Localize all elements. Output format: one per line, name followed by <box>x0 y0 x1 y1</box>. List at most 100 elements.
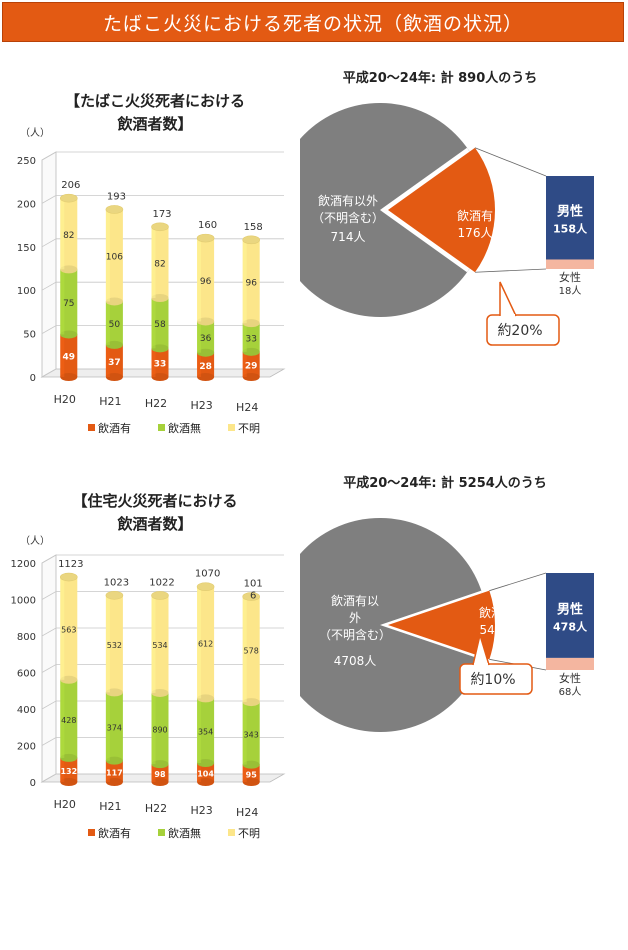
bar-segment-highlight <box>242 702 247 765</box>
legend-swatch <box>228 424 235 431</box>
bar-segment <box>242 764 260 786</box>
bar-segment-highlight <box>151 226 156 299</box>
bar-segment-body <box>197 321 215 353</box>
legend-label: 不明 <box>238 827 260 840</box>
bar-segment-highlight <box>105 692 110 761</box>
bar-segment-body <box>151 764 169 782</box>
y-tick-label: 250 <box>17 156 36 167</box>
x-tick-label: H22 <box>145 397 167 410</box>
bar-segment-highlight <box>242 596 247 703</box>
data-label: 82 <box>63 231 74 241</box>
pie-slice-value: 176人 <box>458 226 493 240</box>
bar-segment-highlight <box>197 321 202 353</box>
data-label: 95 <box>246 770 258 779</box>
bar-top-cap <box>60 572 78 582</box>
callout-mask <box>474 663 488 666</box>
bar-segment-body <box>151 348 169 377</box>
bar-segment-highlight <box>197 698 202 764</box>
bar-segment-bottom <box>242 698 260 707</box>
y-tick-label: 1200 <box>11 559 36 570</box>
data-label: 96 <box>245 279 257 289</box>
grid-line <box>41 195 284 204</box>
bar-segment <box>105 344 123 381</box>
legend-label: 飲酒有 <box>98 421 131 435</box>
bar-top-cap <box>196 582 215 592</box>
bar-segment-bottom <box>60 675 78 684</box>
total-label: 160 <box>198 220 217 231</box>
data-label: 36 <box>200 334 212 344</box>
bar-top-cap <box>60 193 78 203</box>
breakdown-label: 女性 <box>559 671 581 685</box>
bar-segment-bottom <box>60 373 78 381</box>
bar-segment <box>242 351 260 381</box>
connector-line <box>489 572 547 592</box>
bar-segment <box>197 763 215 786</box>
bar-segment-highlight <box>60 757 65 782</box>
data-label: 354 <box>198 728 213 737</box>
bar-segment-body <box>60 198 78 270</box>
bar-segment <box>60 679 78 762</box>
x-tick-label: H20 <box>54 798 76 811</box>
bar-segment-bottom <box>151 778 169 786</box>
bar-segment-bottom <box>197 317 215 326</box>
bar-segment-bottom <box>60 753 78 762</box>
y-axis-unit: （人） <box>20 535 50 547</box>
bar-segment-highlight <box>151 764 156 782</box>
bar-segment <box>151 226 169 303</box>
bar-segment-bottom <box>242 347 260 356</box>
chart-title: 【たばこ火災死者における飲酒者数】 <box>65 92 245 133</box>
bar-segment-highlight <box>105 209 110 302</box>
bar-segment <box>197 586 215 703</box>
x-tick-label: H23 <box>190 804 212 817</box>
total-label: 1070 <box>195 569 220 580</box>
bar-segment-body <box>60 679 78 758</box>
connector-line <box>474 268 547 273</box>
bar-segment <box>105 760 123 786</box>
total-label: 101 6 <box>244 579 263 602</box>
breakdown-label: 女性 <box>559 270 581 284</box>
bar-segment <box>151 298 169 353</box>
callout-box <box>459 663 533 695</box>
y-tick-label: 1000 <box>11 596 36 607</box>
data-label: 532 <box>107 641 122 650</box>
bar-segment-bottom <box>60 778 78 786</box>
legend-swatch <box>158 829 165 836</box>
bar-segment-body <box>151 298 169 349</box>
pie-slice-value: 4708人 <box>334 654 377 668</box>
total-label: 158 <box>244 222 263 233</box>
breakdown-value: 478人 <box>553 619 588 633</box>
breakdown-value: 158人 <box>553 222 588 236</box>
callout-pointer <box>499 281 517 317</box>
bar-segment-bottom <box>242 760 260 769</box>
breakdown-bar-female <box>546 657 594 670</box>
data-label: 534 <box>152 641 167 650</box>
total-label: 206 <box>61 180 80 191</box>
bar-segment <box>197 698 215 768</box>
breakdown-bar-male <box>546 573 594 658</box>
bar-segment-body <box>105 301 123 345</box>
bar-segment-highlight <box>151 298 156 349</box>
data-label: 37 <box>108 358 121 368</box>
data-label: 117 <box>106 768 123 777</box>
grid-line <box>41 151 284 161</box>
residential-fire-bar-chart: 【住宅火災死者における飲酒者数】 （人） 0 200 400 600 800 1000 1200… <box>11 492 286 840</box>
legend-swatch <box>88 829 95 836</box>
y-tick-label: 0 <box>30 778 36 789</box>
bar-segment <box>105 595 123 697</box>
y-tick-label: 50 <box>23 330 36 341</box>
pie-slice-value: 546人 <box>480 623 515 637</box>
y-tick-label: 400 <box>17 705 36 716</box>
pie-slice <box>388 590 495 660</box>
bar-segment <box>197 352 215 381</box>
bar-segment <box>60 577 78 684</box>
bar-segment <box>197 321 215 357</box>
callout-text: 約10% <box>470 672 515 688</box>
bar-segment <box>60 757 78 786</box>
chart-title: 【住宅火災死者における飲酒者数】 <box>72 492 237 533</box>
bar-segment-highlight <box>151 692 156 765</box>
bar-segment-highlight <box>60 577 65 680</box>
bar-segment-body <box>197 586 215 699</box>
y-axis-unit: （人） <box>20 127 50 139</box>
bar-segment-highlight <box>151 595 156 693</box>
bar-segment-highlight <box>105 301 110 345</box>
